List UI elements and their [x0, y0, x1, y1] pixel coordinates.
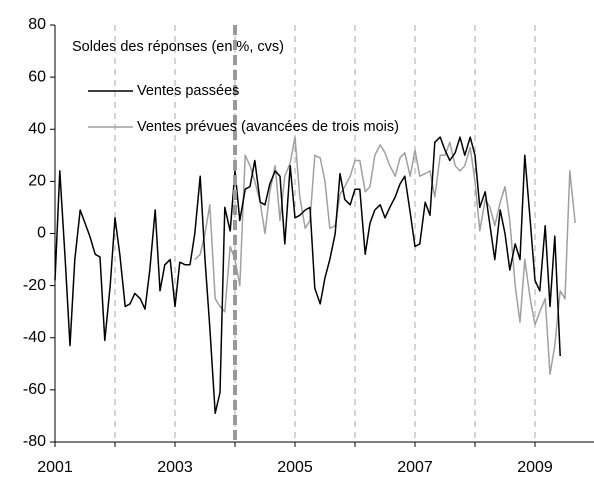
- y-tick-label: -60: [23, 381, 46, 398]
- y-tick-label: -40: [23, 329, 46, 346]
- x-tick-label: 2009: [517, 459, 553, 476]
- x-tick-label: 2001: [37, 459, 73, 476]
- x-tick-label: 2005: [277, 459, 313, 476]
- y-tick-label: 40: [28, 120, 46, 137]
- y-tick-label: 20: [28, 173, 46, 190]
- x-tick-label: 2003: [157, 459, 193, 476]
- y-tick-label: 80: [28, 16, 46, 33]
- legend-label: Ventes passées: [137, 83, 239, 99]
- series-line: [54, 136, 561, 415]
- legend-label: Ventes prévues (avancées de trois mois): [137, 119, 399, 135]
- y-tick-label: 60: [28, 68, 46, 85]
- x-tick-label: 2007: [397, 459, 433, 476]
- annotation: Soldes des réponses (en %, cvs): [72, 39, 284, 55]
- series-line: [194, 136, 576, 375]
- y-tick-label: -20: [23, 277, 46, 294]
- y-tick-label: 0: [37, 225, 46, 242]
- y-tick-label: -80: [23, 433, 46, 450]
